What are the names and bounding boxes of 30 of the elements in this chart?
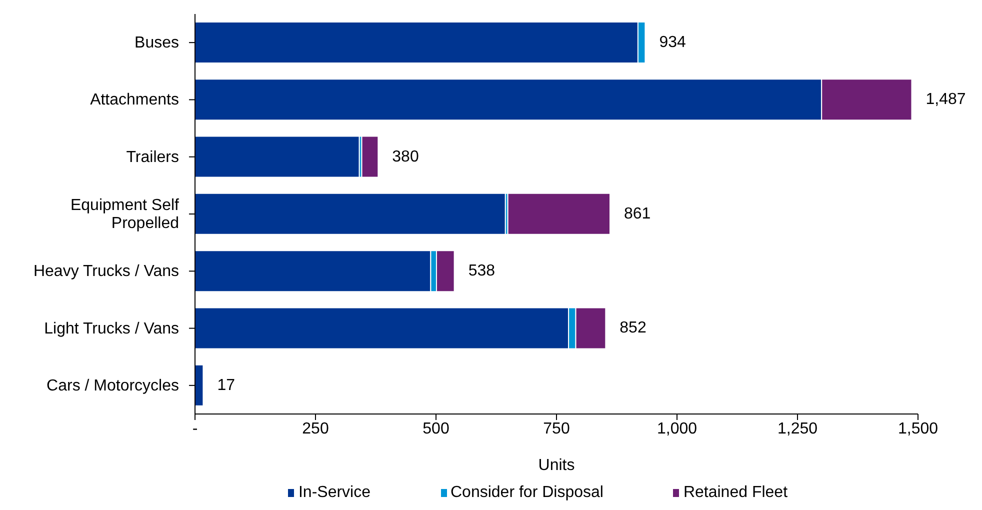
total-label: 861 (624, 205, 651, 222)
x-axis-title: Units (538, 457, 575, 474)
y-tick-label: Heavy Trucks / Vans (33, 262, 179, 280)
total-label: 1,487 (926, 91, 966, 108)
y-tick-label: Cars / Motorcycles (46, 376, 179, 394)
y-tick-label: Light Trucks / Vans (44, 320, 179, 337)
total-label: 852 (620, 320, 646, 337)
y-tick-label: Equipment Self Propelled (70, 196, 180, 232)
total-label: 17 (217, 376, 236, 394)
x-tick-label: 500 (422, 420, 450, 438)
x-tick-label: 1,500 (898, 420, 938, 438)
legend-label: In-Service (297, 484, 370, 502)
bar (195, 136, 360, 178)
y-tick-label: Buses (134, 34, 179, 52)
x-tick-label: 1,250 (777, 420, 818, 438)
x-tick-label: 750 (543, 420, 570, 438)
bar (507, 192, 610, 235)
x-tick-label: - (192, 420, 198, 438)
bar (361, 136, 379, 178)
x-tick-label: 250 (302, 420, 329, 438)
y-tick-label: Trailers (126, 148, 179, 166)
total-label: 538 (468, 262, 496, 280)
total-label: 934 (659, 34, 686, 51)
bar (195, 192, 506, 235)
legend-label: Consider for Disposal (450, 484, 604, 502)
y-tick-label: Attachments (90, 91, 179, 108)
x-tick-label: 1,000 (656, 420, 698, 438)
total-label: 380 (392, 148, 419, 166)
bar (195, 364, 204, 406)
legend-label: Retained Fleet (682, 484, 788, 502)
